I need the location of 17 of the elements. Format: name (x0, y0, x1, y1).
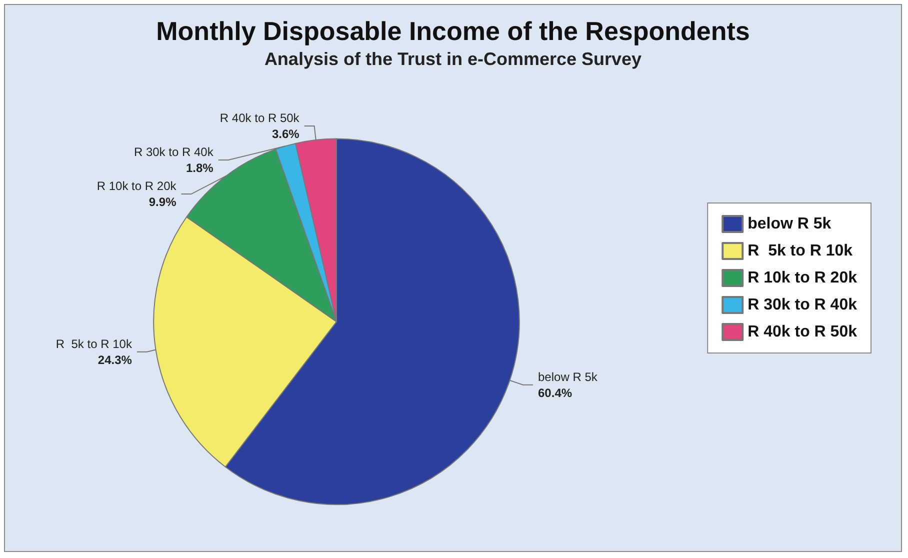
slice-label: R 30k to R 40k (134, 145, 214, 160)
data-label: 3.6% (272, 127, 300, 142)
data-label: 24.3% (98, 352, 132, 367)
legend-label: below R 5k (748, 216, 832, 232)
data-label: 9.9% (148, 195, 177, 210)
legend-label: R 30k to R 40k (748, 296, 858, 314)
data-label: 60.4% (538, 386, 572, 400)
chart-title: Monthly Disposable Income of the Respondents (156, 16, 750, 46)
legend-label: R 5k to R 10k (748, 242, 853, 260)
slice-label: below R 5k (538, 370, 598, 384)
legend-label: R 40k to R 50k (748, 324, 858, 340)
slice-label: R 5k to R 10k (56, 336, 133, 351)
slice-label: R 10k to R 20k (96, 179, 178, 194)
legend-label: R 10k to R 20k (748, 270, 858, 286)
slice-label: R 40k to R 50k (220, 111, 300, 126)
chart-subtitle: Analysis of the Trust in e-Commerce Survey (264, 49, 642, 69)
data-label: 1.8% (186, 161, 214, 176)
